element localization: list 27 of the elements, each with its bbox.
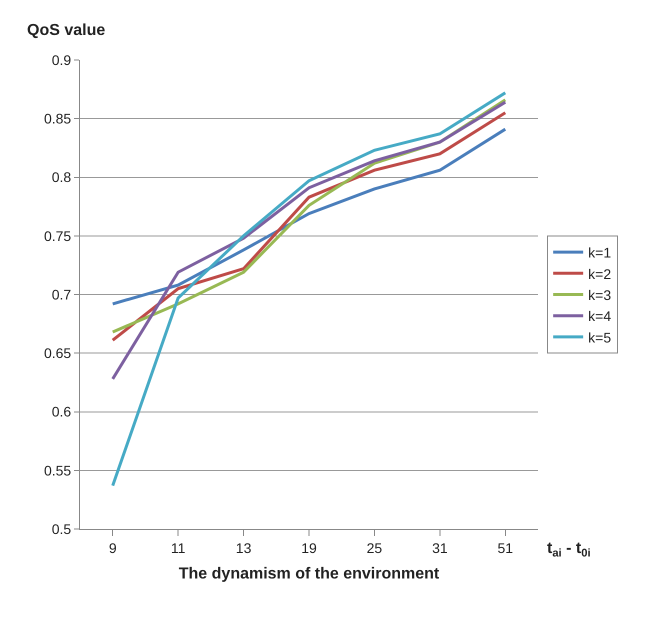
y-tick-label: 0.5 xyxy=(52,520,72,537)
y-tick-label: 0.9 xyxy=(52,52,72,68)
x-tick-label: 51 xyxy=(498,540,514,556)
y-tick-label: 0.6 xyxy=(52,404,72,420)
legend-label: k=4 xyxy=(588,308,612,324)
x-axis-title: The dynamism of the environment xyxy=(178,566,440,582)
y-tick-label: 0.75 xyxy=(44,228,72,244)
y-tick-label: 0.85 xyxy=(44,110,72,127)
legend-label: k=5 xyxy=(588,329,612,346)
legend-label: k=1 xyxy=(588,244,612,261)
y-axis-title: QoS value xyxy=(27,22,106,39)
text: t$_{ai}$ - t$_{0i}$ xyxy=(547,540,591,560)
x-tick-label: 31 xyxy=(432,540,448,556)
y-tick-label: 0.7 xyxy=(52,286,72,302)
x-tick-label: 11 xyxy=(170,540,186,556)
x-tick-label: 25 xyxy=(366,540,382,556)
y-tick-label: 0.55 xyxy=(44,462,72,478)
x-tick-label: 19 xyxy=(301,540,317,556)
legend-label: k=3 xyxy=(588,286,612,303)
line-series xyxy=(111,128,507,306)
x-tick-label: 13 xyxy=(236,540,252,556)
legend-label: k=2 xyxy=(588,266,612,282)
x-tick-label: 9 xyxy=(108,540,117,556)
y-tick-label: 0.8 xyxy=(52,169,72,186)
y-tick-label: 0.65 xyxy=(44,345,72,362)
line-series xyxy=(111,100,507,380)
line-series xyxy=(111,91,507,488)
